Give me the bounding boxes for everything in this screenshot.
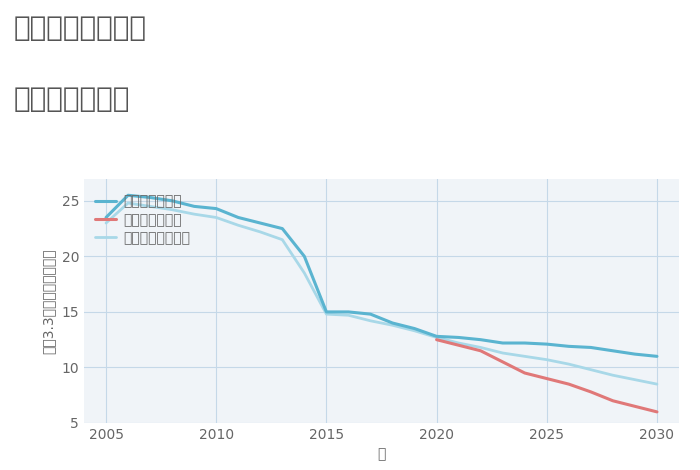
ノーマルシナリオ <box>278 237 286 243</box>
グッドシナリオ <box>256 220 265 226</box>
バッドシナリオ <box>477 348 485 353</box>
グッドシナリオ <box>631 351 639 357</box>
Line: グッドシナリオ: グッドシナリオ <box>106 195 657 356</box>
ノーマルシナリオ <box>454 340 463 346</box>
Line: ノーマルシナリオ: ノーマルシナリオ <box>106 203 657 384</box>
ノーマルシナリオ <box>609 372 617 378</box>
ノーマルシナリオ <box>234 222 242 228</box>
バッドシナリオ <box>587 389 595 395</box>
ノーマルシナリオ <box>389 322 397 328</box>
ノーマルシナリオ <box>322 311 330 317</box>
グッドシナリオ <box>300 253 309 259</box>
バッドシナリオ <box>631 404 639 409</box>
ノーマルシナリオ <box>653 381 662 387</box>
ノーマルシナリオ <box>542 357 551 362</box>
グッドシナリオ <box>146 195 154 200</box>
グッドシナリオ <box>587 345 595 350</box>
バッドシナリオ <box>565 381 573 387</box>
グッドシナリオ <box>521 340 529 346</box>
バッドシナリオ <box>521 370 529 376</box>
グッドシナリオ <box>389 320 397 326</box>
ノーマルシナリオ <box>212 215 220 220</box>
グッドシナリオ <box>212 206 220 212</box>
Text: 土地の価格推移: 土地の価格推移 <box>14 85 130 113</box>
グッドシナリオ <box>653 353 662 359</box>
ノーマルシナリオ <box>256 229 265 235</box>
グッドシナリオ <box>410 326 419 331</box>
バッドシナリオ <box>609 398 617 404</box>
グッドシナリオ <box>190 204 198 209</box>
バッドシナリオ <box>433 337 441 343</box>
バッドシナリオ <box>454 343 463 348</box>
グッドシナリオ <box>477 337 485 343</box>
ノーマルシナリオ <box>168 207 176 212</box>
ノーマルシナリオ <box>410 328 419 334</box>
ノーマルシナリオ <box>631 377 639 383</box>
グッドシナリオ <box>542 341 551 347</box>
ノーマルシナリオ <box>366 318 375 324</box>
ノーマルシナリオ <box>124 200 132 206</box>
ノーマルシナリオ <box>300 270 309 276</box>
ノーマルシナリオ <box>498 350 507 356</box>
グッドシナリオ <box>609 348 617 353</box>
ノーマルシナリオ <box>565 361 573 367</box>
ノーマルシナリオ <box>190 212 198 217</box>
ノーマルシナリオ <box>102 220 110 226</box>
ノーマルシナリオ <box>344 313 353 318</box>
グッドシナリオ <box>278 226 286 231</box>
グッドシナリオ <box>433 334 441 339</box>
グッドシナリオ <box>234 215 242 220</box>
ノーマルシナリオ <box>146 204 154 209</box>
グッドシナリオ <box>565 344 573 349</box>
グッドシナリオ <box>102 215 110 220</box>
グッドシナリオ <box>168 198 176 204</box>
グッドシナリオ <box>124 192 132 198</box>
グッドシナリオ <box>454 335 463 340</box>
グッドシナリオ <box>344 309 353 315</box>
グッドシナリオ <box>322 309 330 315</box>
バッドシナリオ <box>498 359 507 365</box>
Y-axis label: 坪（3.3㎡）単価（万円）: 坪（3.3㎡）単価（万円） <box>42 248 56 353</box>
X-axis label: 年: 年 <box>377 447 386 462</box>
Line: バッドシナリオ: バッドシナリオ <box>437 340 657 412</box>
ノーマルシナリオ <box>521 353 529 359</box>
グッドシナリオ <box>366 311 375 317</box>
バッドシナリオ <box>653 409 662 415</box>
バッドシナリオ <box>542 376 551 381</box>
ノーマルシナリオ <box>587 367 595 373</box>
ノーマルシナリオ <box>433 335 441 340</box>
グッドシナリオ <box>498 340 507 346</box>
Text: 三重県伊賀市瀧の: 三重県伊賀市瀧の <box>14 14 147 42</box>
Legend: グッドシナリオ, バッドシナリオ, ノーマルシナリオ: グッドシナリオ, バッドシナリオ, ノーマルシナリオ <box>91 190 194 249</box>
ノーマルシナリオ <box>477 345 485 350</box>
